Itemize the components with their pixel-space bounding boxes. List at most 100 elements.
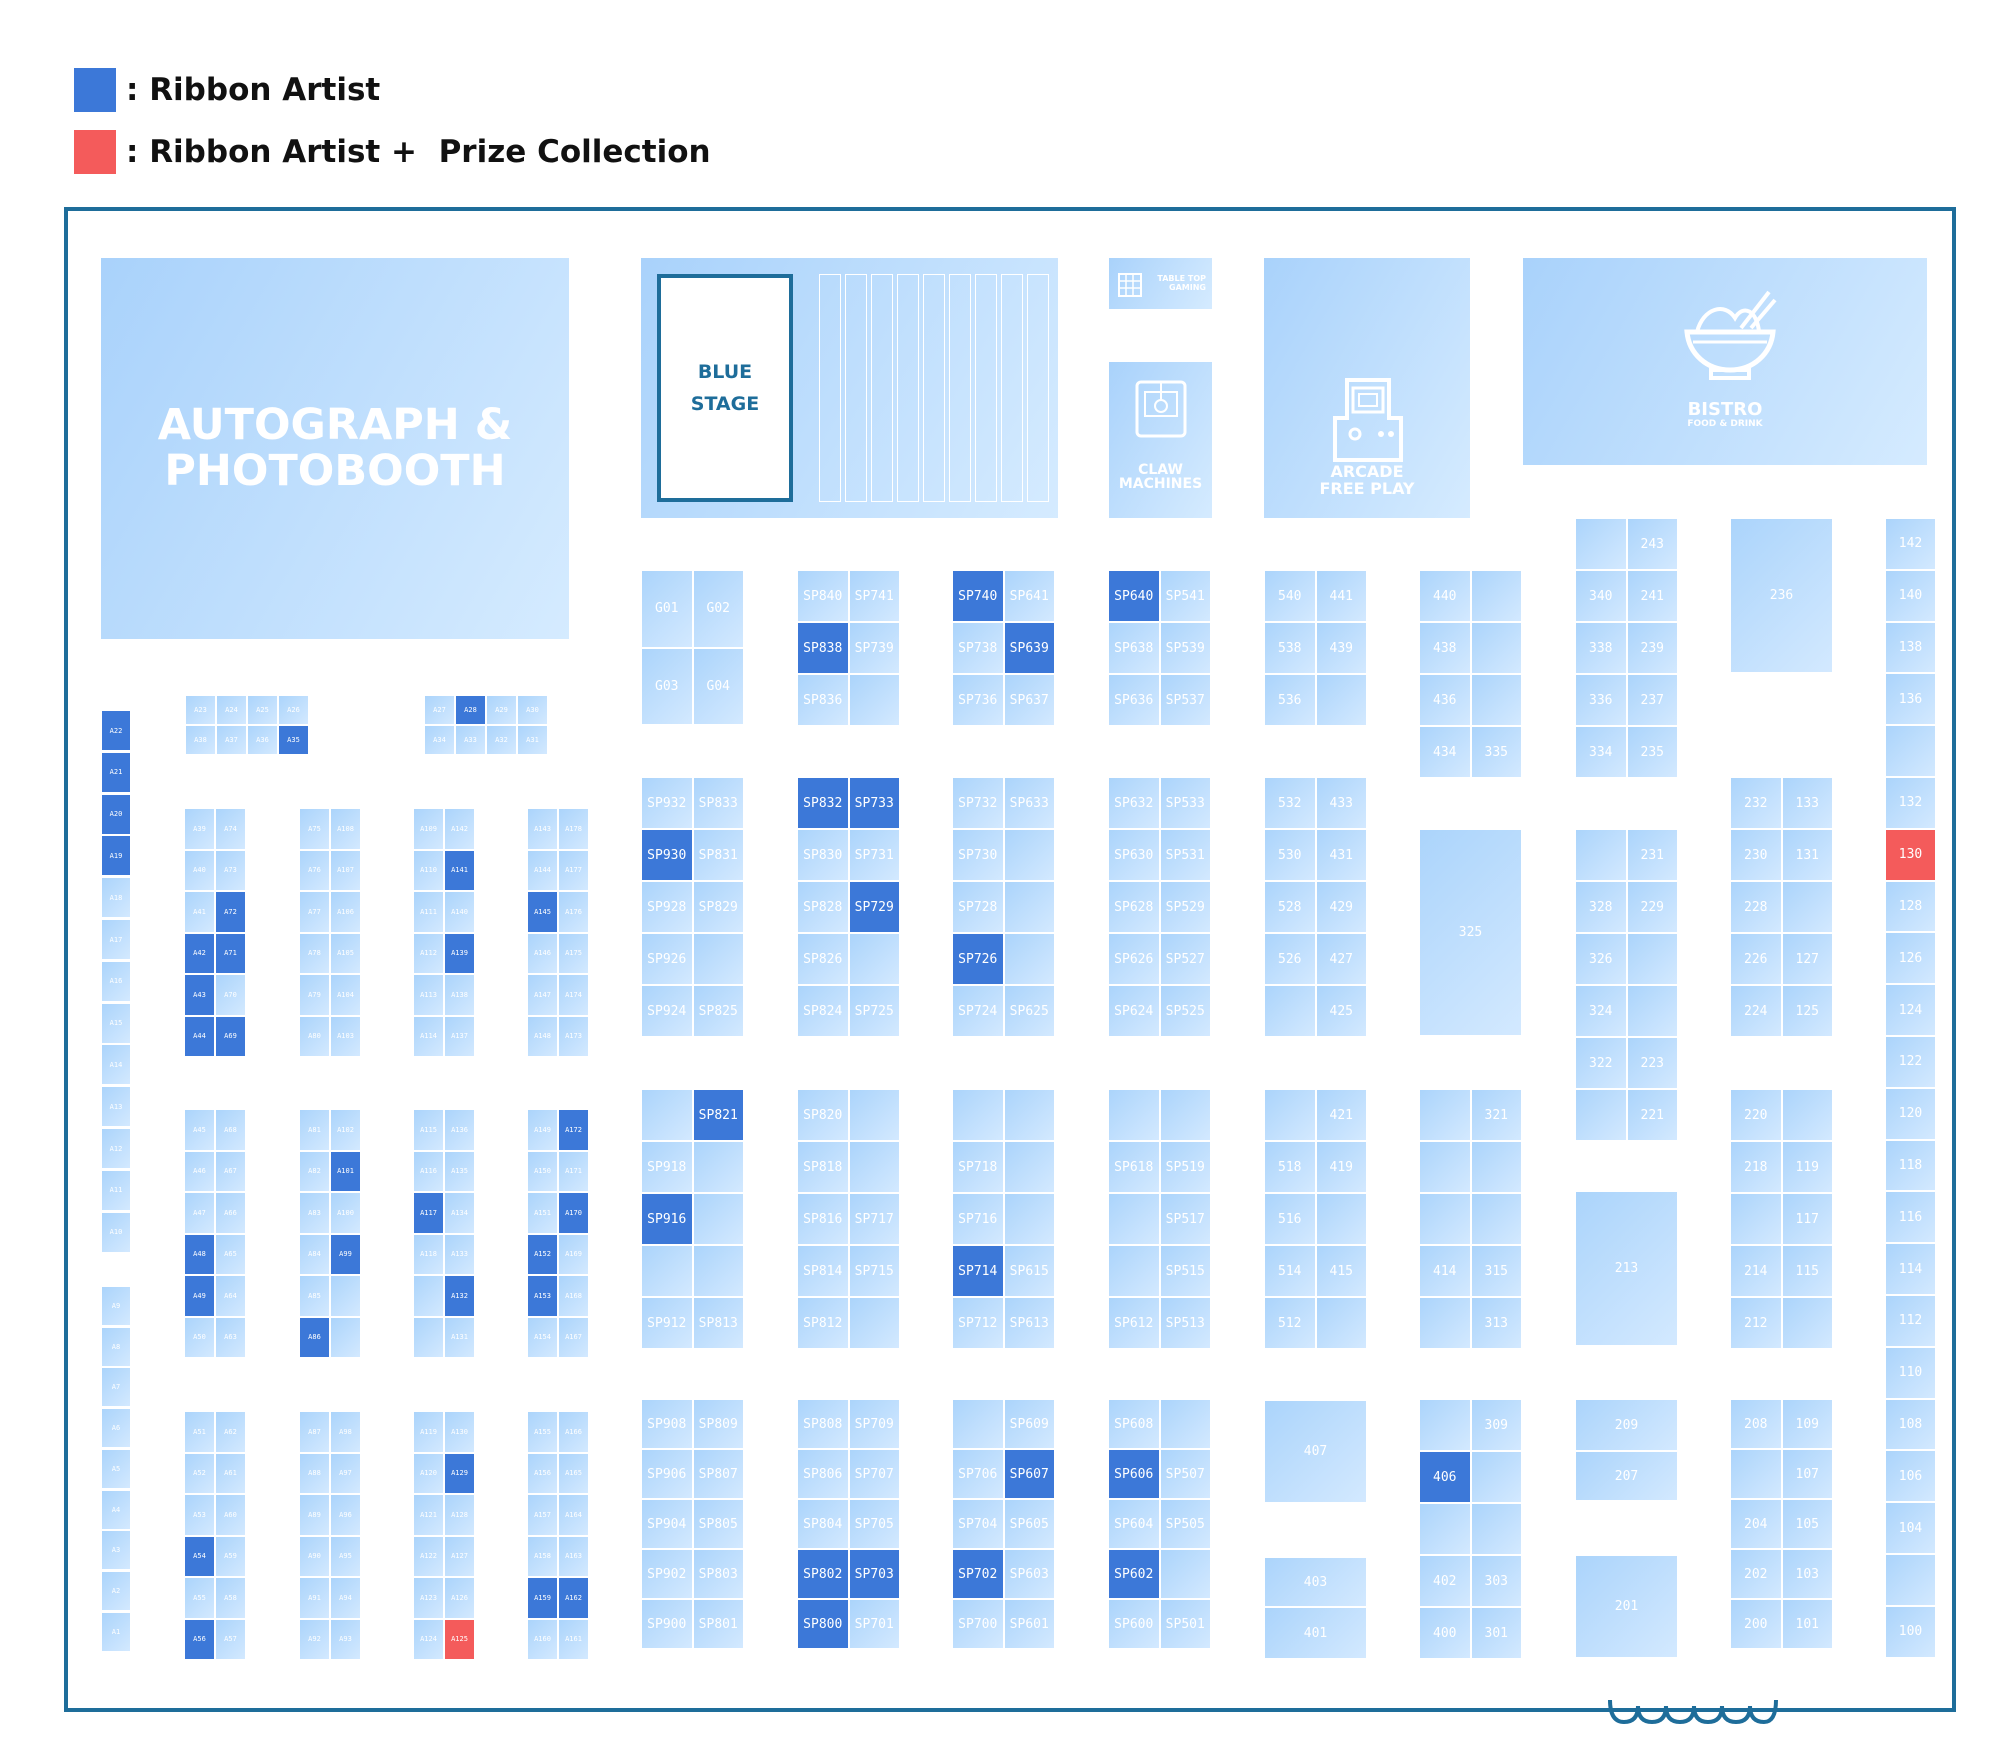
booth-sp633[interactable]: SP633 <box>1003 777 1055 829</box>
booth-unlabeled[interactable] <box>1003 1089 1055 1141</box>
booth-a137[interactable]: A137 <box>444 1015 475 1057</box>
booth-236[interactable]: 236 <box>1730 518 1833 673</box>
booth-a68[interactable]: A68 <box>215 1109 246 1151</box>
booth-a145[interactable]: A145 <box>527 891 558 933</box>
booth-sp833[interactable]: SP833 <box>692 777 744 829</box>
booth-a85[interactable]: A85 <box>299 1275 330 1317</box>
booth-119[interactable]: 119 <box>1781 1141 1833 1193</box>
booth-sp603[interactable]: SP603 <box>1003 1549 1055 1599</box>
booth-sp625[interactable]: SP625 <box>1003 985 1055 1037</box>
booth-a84[interactable]: A84 <box>299 1233 330 1275</box>
booth-sp701[interactable]: SP701 <box>848 1599 900 1649</box>
booth-sp626[interactable]: SP626 <box>1108 933 1160 985</box>
booth-124[interactable]: 124 <box>1885 984 1936 1036</box>
booth-106[interactable]: 106 <box>1885 1450 1936 1503</box>
booth-unlabeled[interactable] <box>1470 1193 1522 1245</box>
booth-sp808[interactable]: SP808 <box>797 1399 849 1449</box>
booth-a151[interactable]: A151 <box>527 1192 558 1234</box>
booth-a118[interactable]: A118 <box>413 1233 444 1275</box>
booth-sp840[interactable]: SP840 <box>797 570 849 622</box>
booth-sp729[interactable]: SP729 <box>848 881 900 933</box>
booth-a25[interactable]: A25 <box>247 695 278 725</box>
booth-315[interactable]: 315 <box>1470 1245 1522 1297</box>
booth-a128[interactable]: A128 <box>444 1494 475 1536</box>
booth-sp717[interactable]: SP717 <box>848 1193 900 1245</box>
booth-a80[interactable]: A80 <box>299 1015 330 1057</box>
booth-414[interactable]: 414 <box>1419 1245 1471 1297</box>
booth-a155[interactable]: A155 <box>527 1411 558 1453</box>
booth-sp740[interactable]: SP740 <box>952 570 1004 622</box>
booth-208[interactable]: 208 <box>1730 1399 1782 1449</box>
booth-a102[interactable]: A102 <box>330 1109 361 1151</box>
booth-a120[interactable]: A120 <box>413 1452 444 1494</box>
booth-sp527[interactable]: SP527 <box>1159 933 1211 985</box>
booth-142[interactable]: 142 <box>1885 518 1936 570</box>
booth-unlabeled[interactable] <box>641 1245 693 1297</box>
booth-a50[interactable]: A50 <box>184 1316 215 1358</box>
booth-sp539[interactable]: SP539 <box>1159 622 1211 674</box>
booth-sp807[interactable]: SP807 <box>692 1449 744 1499</box>
booth-a163[interactable]: A163 <box>558 1535 589 1577</box>
booth-532[interactable]: 532 <box>1264 777 1316 829</box>
booth-436[interactable]: 436 <box>1419 674 1471 726</box>
booth-sp709[interactable]: SP709 <box>848 1399 900 1449</box>
booth-a167[interactable]: A167 <box>558 1316 589 1358</box>
booth-unlabeled[interactable] <box>1626 985 1678 1037</box>
booth-a130[interactable]: A130 <box>444 1411 475 1453</box>
booth-a39[interactable]: A39 <box>184 808 215 850</box>
booth-a154[interactable]: A154 <box>527 1316 558 1358</box>
booth-a32[interactable]: A32 <box>486 725 517 755</box>
booth-sp824[interactable]: SP824 <box>797 985 849 1037</box>
booth-sp831[interactable]: SP831 <box>692 829 744 881</box>
booth-a51[interactable]: A51 <box>184 1411 215 1453</box>
booth-a119[interactable]: A119 <box>413 1411 444 1453</box>
booth-a88[interactable]: A88 <box>299 1452 330 1494</box>
booth-400[interactable]: 400 <box>1419 1607 1471 1659</box>
booth-a140[interactable]: A140 <box>444 891 475 933</box>
booth-a171[interactable]: A171 <box>558 1150 589 1192</box>
booth-sp624[interactable]: SP624 <box>1108 985 1160 1037</box>
booth-429[interactable]: 429 <box>1315 881 1367 933</box>
booth-a169[interactable]: A169 <box>558 1233 589 1275</box>
booth-unlabeled[interactable] <box>1159 1399 1211 1449</box>
booth-a36[interactable]: A36 <box>247 725 278 755</box>
booth-sp836[interactable]: SP836 <box>797 674 849 726</box>
booth-a131[interactable]: A131 <box>444 1316 475 1358</box>
booth-303[interactable]: 303 <box>1470 1555 1522 1607</box>
booth-a60[interactable]: A60 <box>215 1494 246 1536</box>
booth-sp613[interactable]: SP613 <box>1003 1297 1055 1349</box>
booth-sp908[interactable]: SP908 <box>641 1399 693 1449</box>
booth-a144[interactable]: A144 <box>527 849 558 891</box>
booth-unlabeled[interactable] <box>1885 725 1936 777</box>
booth-unlabeled[interactable] <box>1419 1141 1471 1193</box>
booth-a63[interactable]: A63 <box>215 1316 246 1358</box>
booth-unlabeled[interactable] <box>1003 881 1055 933</box>
booth-a157[interactable]: A157 <box>527 1494 558 1536</box>
booth-unlabeled[interactable] <box>848 1297 900 1349</box>
booth-221[interactable]: 221 <box>1626 1089 1678 1141</box>
booth-a21[interactable]: A21 <box>101 751 131 793</box>
booth-301[interactable]: 301 <box>1470 1607 1522 1659</box>
booth-unlabeled[interactable] <box>848 1089 900 1141</box>
booth-sp838[interactable]: SP838 <box>797 622 849 674</box>
booth-138[interactable]: 138 <box>1885 621 1936 674</box>
booth-sp705[interactable]: SP705 <box>848 1499 900 1549</box>
booth-sp828[interactable]: SP828 <box>797 881 849 933</box>
booth-sp515[interactable]: SP515 <box>1159 1245 1211 1297</box>
booth-213[interactable]: 213 <box>1575 1191 1678 1346</box>
booth-a30[interactable]: A30 <box>517 695 548 725</box>
booth-a116[interactable]: A116 <box>413 1150 444 1192</box>
booth-a16[interactable]: A16 <box>101 960 131 1002</box>
booth-unlabeled[interactable] <box>1781 1089 1833 1141</box>
booth-unlabeled[interactable] <box>1470 1451 1522 1503</box>
booth-g01[interactable]: G01 <box>641 570 693 648</box>
booth-100[interactable]: 100 <box>1885 1605 1936 1658</box>
booth-434[interactable]: 434 <box>1419 726 1471 778</box>
booth-a99[interactable]: A99 <box>330 1233 361 1275</box>
booth-sp636[interactable]: SP636 <box>1108 674 1160 726</box>
booth-sp724[interactable]: SP724 <box>952 985 1004 1037</box>
booth-a117[interactable]: A117 <box>413 1192 444 1234</box>
booth-a8[interactable]: A8 <box>101 1326 131 1367</box>
booth-a47[interactable]: A47 <box>184 1192 215 1234</box>
booth-232[interactable]: 232 <box>1730 777 1782 829</box>
